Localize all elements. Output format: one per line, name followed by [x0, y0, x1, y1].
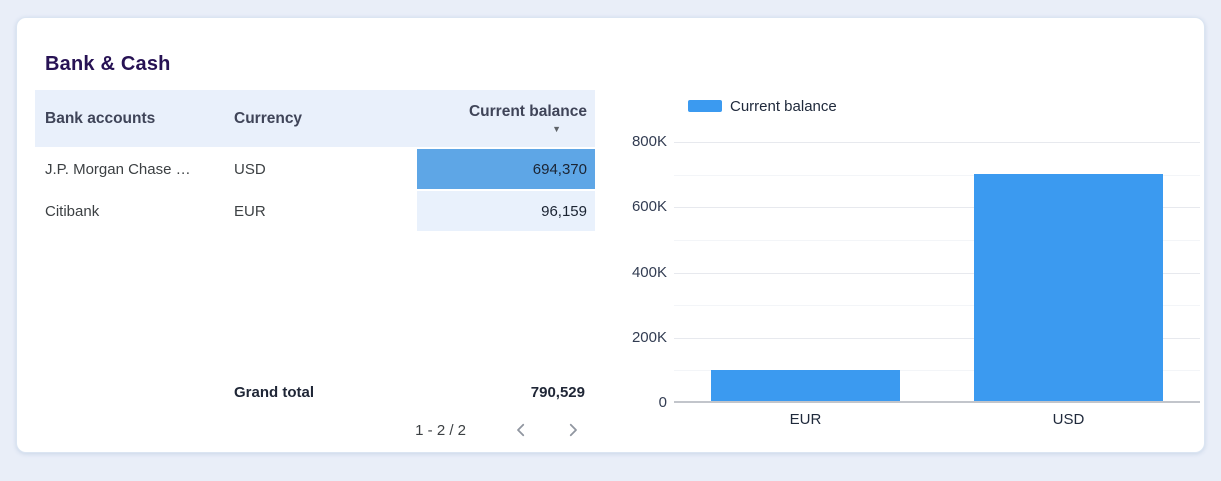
cell-balance: 694,370	[417, 149, 595, 189]
cell-account: J.P. Morgan Chase …	[45, 160, 191, 178]
table-row[interactable]: J.P. Morgan Chase … USD 694,370	[35, 149, 595, 189]
y-axis: 0 200K 400K 600K 800K	[577, 133, 667, 411]
column-header-bank-accounts[interactable]: Bank accounts	[35, 90, 224, 147]
legend-label: Current balance	[730, 97, 837, 115]
sort-desc-icon: ▼	[552, 124, 561, 134]
prev-page-button[interactable]	[512, 421, 530, 439]
x-axis-labels: EUR USD	[674, 411, 1200, 428]
table-header: Bank accounts Currency Current balance ▼	[35, 90, 595, 147]
x-axis-line	[674, 401, 1200, 403]
card-title: Bank & Cash	[45, 53, 171, 75]
bank-cash-card: Bank & Cash Bank accounts Currency Curre…	[16, 17, 1205, 453]
column-header-label: Bank accounts	[45, 109, 156, 127]
x-tick-label: USD	[1052, 411, 1085, 428]
x-tick-label: EUR	[789, 411, 822, 428]
gridline	[674, 370, 1200, 371]
gridline	[674, 207, 1200, 208]
chevron-left-icon	[517, 423, 525, 437]
table-row[interactable]: Citibank EUR 96,159	[35, 191, 595, 231]
accounts-table: Bank accounts Currency Current balance ▼…	[35, 90, 595, 231]
cell-balance: 96,159	[417, 191, 595, 231]
column-header-label: Current balance	[468, 103, 587, 120]
next-page-button[interactable]	[564, 421, 582, 439]
pagination-range: 1 - 2 / 2	[415, 421, 466, 439]
chevron-right-icon	[569, 423, 577, 437]
bar-slot	[937, 142, 1200, 401]
cell-currency: EUR	[234, 202, 266, 220]
gridline	[674, 273, 1200, 274]
chart-legend: Current balance	[688, 97, 837, 115]
column-header-current-balance[interactable]: Current balance ▼	[417, 90, 595, 147]
gridline	[674, 305, 1200, 306]
gridline	[674, 338, 1200, 339]
grand-total-label: Grand total	[234, 383, 315, 401]
column-header-label: Currency	[234, 109, 303, 127]
pagination: 1 - 2 / 2	[35, 417, 595, 443]
gridline	[674, 175, 1200, 176]
grand-total-row: Grand total 790,529	[35, 378, 595, 406]
y-tick-label: 200K	[631, 329, 667, 346]
bar-eur[interactable]	[710, 370, 901, 401]
bar-usd[interactable]	[973, 174, 1164, 401]
legend-swatch	[688, 100, 722, 112]
gridline	[674, 240, 1200, 241]
bar-slot	[674, 142, 937, 401]
y-tick-label: 0	[658, 394, 667, 411]
grand-total-value: 790,529	[530, 383, 585, 401]
y-tick-label: 600K	[631, 198, 667, 215]
y-tick-label: 400K	[631, 264, 667, 281]
bar-series	[674, 142, 1200, 403]
cell-currency: USD	[234, 160, 266, 178]
bar-chart-plot-area	[674, 142, 1200, 403]
column-header-currency[interactable]: Currency	[224, 90, 417, 147]
gridline	[674, 142, 1200, 143]
y-tick-label: 800K	[631, 133, 667, 150]
cell-account: Citibank	[45, 202, 100, 220]
